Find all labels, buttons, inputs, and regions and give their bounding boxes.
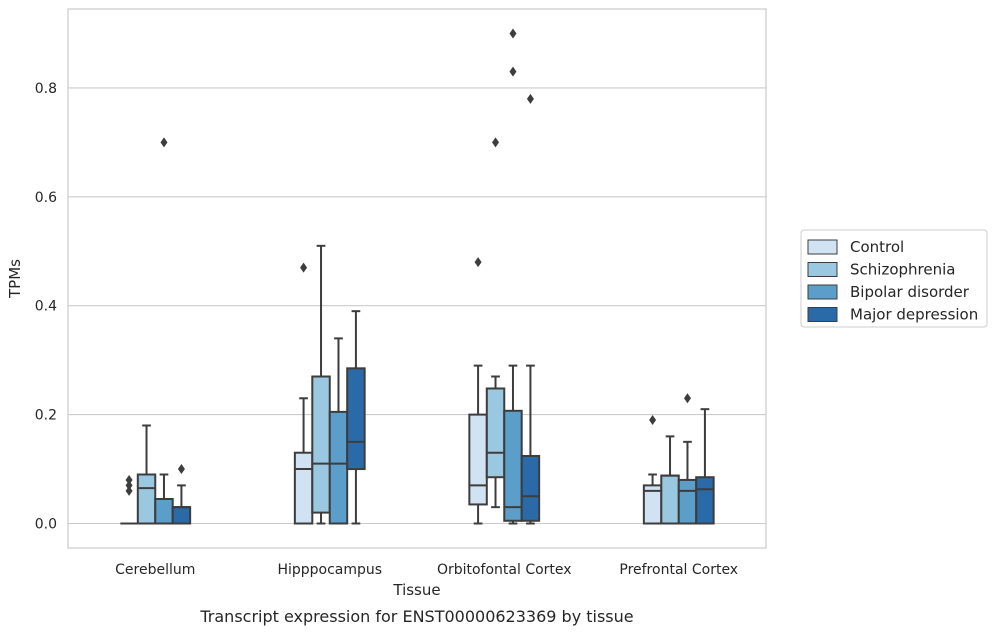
box-3-1 [660,435,680,525]
legend-frame [800,229,988,328]
box-2-2 [503,28,523,525]
outlier-point [683,393,691,404]
x-tick-label: Prefrontal Cortex [619,562,738,578]
box-body [468,413,488,506]
box-2-1 [485,137,506,509]
box-body [293,451,314,525]
box-body [485,387,506,479]
outlier-point [160,137,168,148]
box-body [328,410,349,525]
plot-frame [67,8,767,549]
box-1-1 [311,244,331,525]
outlier-point [526,93,534,104]
grid [68,87,766,525]
box-body [520,454,541,522]
outlier-point [125,480,133,491]
box-3-2 [677,393,698,525]
outlier-point [649,415,657,426]
y-axis-title: TPMs [6,259,24,299]
legend-label: Control [850,238,904,256]
x-tick-label: Cerebellum [115,562,195,578]
box-1-3 [346,310,366,525]
box-2-3 [520,93,541,525]
outlier-point [125,474,133,485]
figure-caption: Transcript expression for ENST0000062336… [199,607,633,626]
y-axis-ticks: 0.0 0.2 0.4 0.6 0.8 [35,81,57,533]
outlier-point [509,66,517,77]
legend-swatch [807,262,838,277]
legend-swatch [807,284,838,300]
x-axis-title: Tissue [392,581,440,599]
legend-swatch [807,307,838,322]
y-tick-label: 0.8 [35,81,57,97]
outlier-point [125,485,133,496]
box-0-3 [171,464,192,525]
legend-label: Schizophrenia [850,261,955,279]
box-body [660,474,680,525]
y-tick-label: 0.2 [35,408,57,424]
box-body [346,367,366,471]
box-3-0 [642,415,663,525]
outlier-point [509,28,517,39]
outlier-point [474,257,482,268]
outlier-point [177,464,185,475]
outlier-point [300,262,308,273]
box-body [503,409,523,522]
legend: Control Schizophrenia Bipolar disorder Majo… [800,229,988,328]
x-tick-label: Hipppocampus [277,562,382,578]
box-0-1 [136,424,157,525]
box-1-2 [328,337,349,525]
y-tick-label: 0.0 [35,517,57,533]
box-3-3 [695,408,715,525]
y-tick-label: 0.4 [35,299,57,315]
legend-label: Bipolar disorder [850,283,970,301]
box-body [171,506,192,525]
box-body [136,473,157,525]
plot-boxes [120,28,715,525]
legend-swatch [807,239,838,255]
box-0-2 [154,137,174,525]
legend-label: Major depression [850,306,978,324]
box-body [154,498,174,525]
box-body [677,478,698,525]
box-body [311,375,331,514]
box-2-0 [468,257,488,525]
x-axis-ticks: Cerebellum Hipppocampus Orbitofontal Corte… [115,562,738,578]
outlier-point [492,137,500,148]
x-tick-label: Orbitofontal Cortex [437,562,572,578]
y-tick-label: 0.6 [35,190,57,206]
box-body [695,476,715,525]
box-1-0 [293,262,314,525]
box-0-0 [120,474,138,525]
